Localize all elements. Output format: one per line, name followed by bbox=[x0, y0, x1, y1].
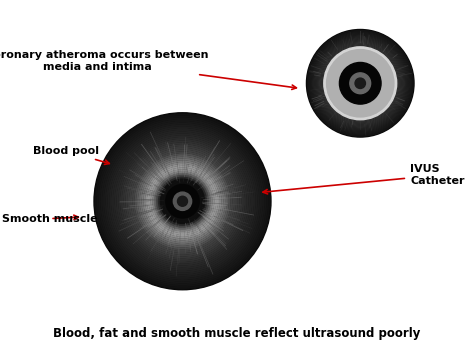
Text: Smooth muscle: Smooth muscle bbox=[2, 214, 98, 223]
Ellipse shape bbox=[324, 47, 397, 120]
Ellipse shape bbox=[94, 113, 271, 290]
Ellipse shape bbox=[166, 185, 199, 218]
Text: Blood pool: Blood pool bbox=[33, 146, 109, 164]
Ellipse shape bbox=[355, 78, 365, 88]
Ellipse shape bbox=[339, 62, 381, 104]
Ellipse shape bbox=[307, 29, 414, 137]
Text: Coronary atheroma occurs between
media and intima: Coronary atheroma occurs between media a… bbox=[0, 50, 296, 90]
Ellipse shape bbox=[350, 73, 371, 94]
Ellipse shape bbox=[327, 50, 394, 117]
Ellipse shape bbox=[173, 192, 191, 210]
Text: IVUS
Catheter: IVUS Catheter bbox=[263, 164, 465, 194]
Text: Blood, fat and smooth muscle reflect ultrasound poorly: Blood, fat and smooth muscle reflect ult… bbox=[53, 327, 421, 340]
Ellipse shape bbox=[177, 196, 188, 206]
